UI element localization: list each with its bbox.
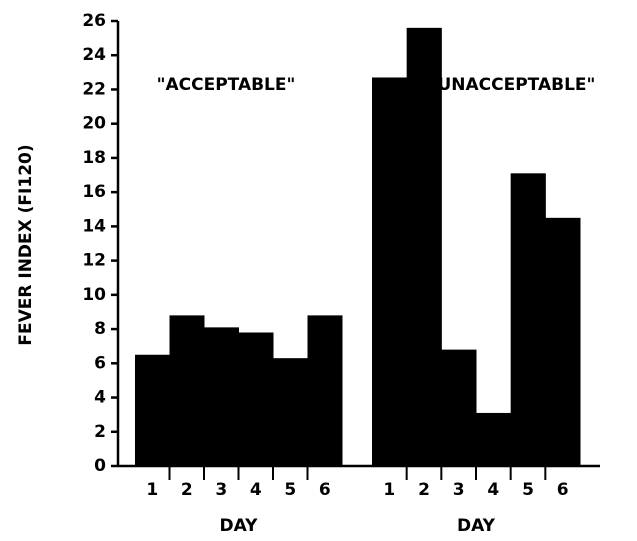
x-tick-label: 6	[319, 480, 331, 500]
y-tick-label: 2	[94, 422, 106, 442]
x-tick-label: 1	[146, 480, 158, 500]
x-tick-label: 4	[487, 480, 499, 500]
y-tick-label: 20	[82, 114, 106, 134]
x-tick-label: 5	[284, 480, 296, 500]
y-tick-label: 18	[82, 148, 106, 168]
y-axis-label: FEVER INDEX (FI120)	[16, 144, 36, 345]
x-axis-label: DAY	[220, 516, 259, 536]
y-tick-label: 12	[82, 251, 106, 271]
y-tick-label: 4	[94, 388, 106, 408]
y-tick-label: 8	[94, 319, 106, 339]
bar	[545, 217, 581, 466]
bar	[372, 77, 408, 466]
y-tick-label: 0	[94, 456, 106, 476]
bar	[406, 27, 442, 466]
x-tick-label: 6	[557, 480, 569, 500]
bar	[307, 315, 343, 466]
x-tick-label: 2	[181, 480, 193, 500]
group-label: "UNACCEPTABLE"	[429, 75, 596, 95]
x-tick-label: 3	[453, 480, 465, 500]
group-label: "ACCEPTABLE"	[157, 75, 296, 95]
bar	[273, 358, 308, 466]
bar	[238, 332, 274, 466]
x-tick-label: 5	[522, 480, 534, 500]
y-tick-label: 24	[82, 45, 106, 65]
x-tick-label: 2	[418, 480, 430, 500]
bar	[476, 412, 512, 466]
bar	[204, 327, 239, 466]
y-tick-label: 14	[82, 216, 106, 236]
y-tick-label: 6	[94, 353, 106, 373]
bar	[169, 315, 205, 466]
x-tick-label: 4	[250, 480, 262, 500]
y-tick-label: 22	[82, 79, 106, 99]
bar	[510, 173, 546, 467]
x-tick-label: 1	[383, 480, 395, 500]
x-tick-label: 3	[215, 480, 227, 500]
x-axis-label: DAY	[457, 516, 496, 536]
y-tick-label: 10	[82, 285, 106, 305]
bar	[441, 349, 477, 466]
y-tick-label: 16	[82, 182, 106, 202]
bar	[135, 354, 170, 466]
y-tick-label: 26	[82, 11, 106, 31]
